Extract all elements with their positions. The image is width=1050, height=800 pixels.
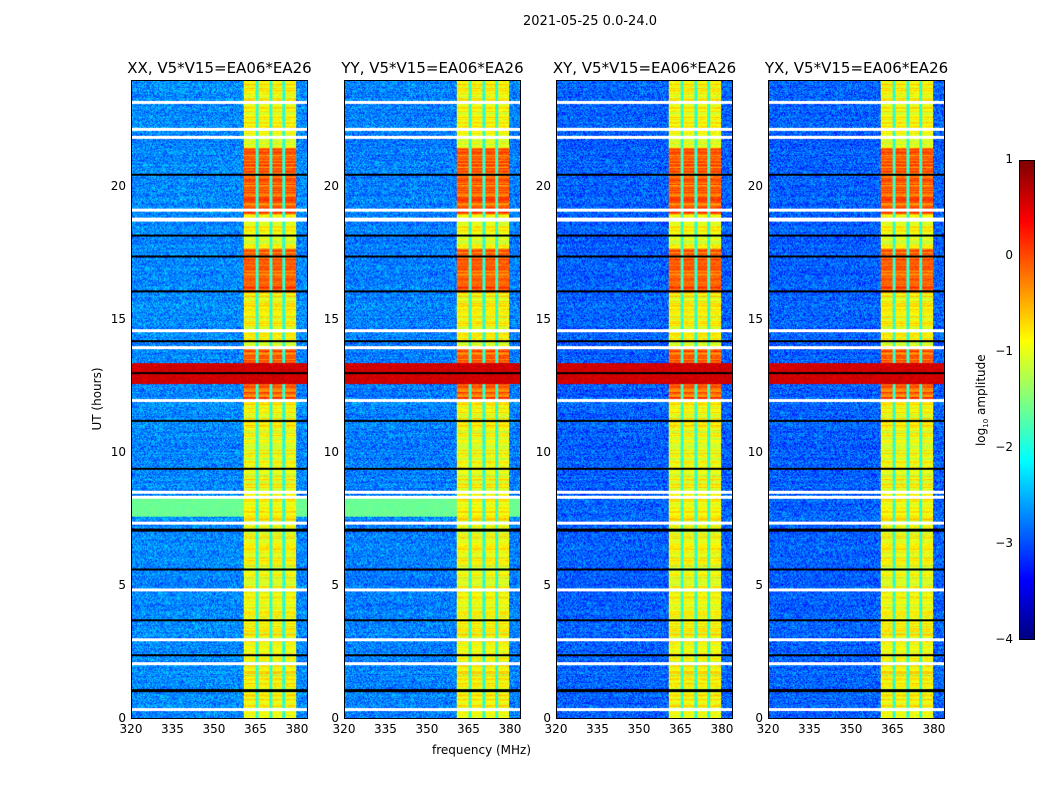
y-tick-label: 5 xyxy=(331,577,339,592)
y-tick-label: 10 xyxy=(535,444,551,459)
x-tick-label: 320 xyxy=(332,722,356,736)
x-tick-label: 380 xyxy=(285,722,309,736)
y-tick-label: 5 xyxy=(543,577,551,592)
x-tick-label: 335 xyxy=(798,722,821,736)
y-tick-label: 20 xyxy=(747,178,763,193)
y-tick-label: 0 xyxy=(331,711,339,725)
spectrogram-panel-yx xyxy=(768,80,945,719)
x-tick-label: 350 xyxy=(202,722,226,736)
y-tick-label: 20 xyxy=(535,178,551,193)
panel-title: YX, V5*V15=EA06*EA26 xyxy=(764,59,949,77)
y-tick-label: 15 xyxy=(110,311,126,326)
y-tick-label: 0 xyxy=(543,711,551,725)
x-tick-label: 365 xyxy=(457,722,480,736)
colorbar-tick-label: 0 xyxy=(1005,248,1013,262)
colorbar-tick-label: −2 xyxy=(995,440,1013,454)
y-tick-label: 15 xyxy=(747,311,763,326)
x-axis-label: frequency (MHz) xyxy=(432,743,532,757)
y-tick-label: 0 xyxy=(118,711,126,725)
colorbar-tick-label: −4 xyxy=(995,632,1013,646)
spectrogram-panel-xx xyxy=(131,80,308,719)
x-tick-label: 380 xyxy=(922,722,946,736)
colorbar-tick-label: −1 xyxy=(995,344,1013,358)
x-tick-label: 380 xyxy=(710,722,734,736)
x-tick-label: 335 xyxy=(374,722,397,736)
x-tick-label: 380 xyxy=(498,722,522,736)
colorbar xyxy=(1019,160,1035,640)
y-axis-label: UT (hours) xyxy=(90,367,104,431)
y-tick-label: 20 xyxy=(323,178,339,193)
x-tick-label: 335 xyxy=(586,722,609,736)
x-tick-label: 320 xyxy=(544,722,568,736)
x-tick-label: 335 xyxy=(161,722,184,736)
colorbar-tick-label: 1 xyxy=(1005,152,1013,166)
x-tick-label: 350 xyxy=(839,722,863,736)
x-tick-label: 365 xyxy=(244,722,267,736)
spectrogram-panel-yy xyxy=(344,80,521,719)
y-tick-label: 5 xyxy=(118,577,126,592)
x-tick-label: 350 xyxy=(627,722,651,736)
x-tick-label: 350 xyxy=(415,722,439,736)
panel-title: YY, V5*V15=EA06*EA26 xyxy=(341,59,524,77)
y-tick-label: 20 xyxy=(110,178,126,193)
figure-title: 2021-05-25 0.0-24.0 xyxy=(523,14,657,29)
spectrogram-panel-xy xyxy=(556,80,733,719)
y-tick-label: 10 xyxy=(747,444,763,459)
y-tick-label: 10 xyxy=(110,444,126,459)
y-tick-label: 10 xyxy=(323,444,339,459)
colorbar-tick-label: −3 xyxy=(995,536,1013,550)
y-tick-label: 15 xyxy=(323,311,339,326)
x-tick-label: 365 xyxy=(881,722,904,736)
y-tick-label: 0 xyxy=(755,711,763,725)
y-tick-label: 15 xyxy=(535,311,551,326)
y-tick-label: 5 xyxy=(755,577,763,592)
x-tick-label: 365 xyxy=(669,722,692,736)
panel-title: XX, V5*V15=EA06*EA26 xyxy=(127,59,312,77)
x-tick-label: 320 xyxy=(756,722,780,736)
colorbar-label: log10 amplitude xyxy=(973,354,991,447)
panel-title: XY, V5*V15=EA06*EA26 xyxy=(552,59,737,77)
x-tick-label: 320 xyxy=(119,722,143,736)
